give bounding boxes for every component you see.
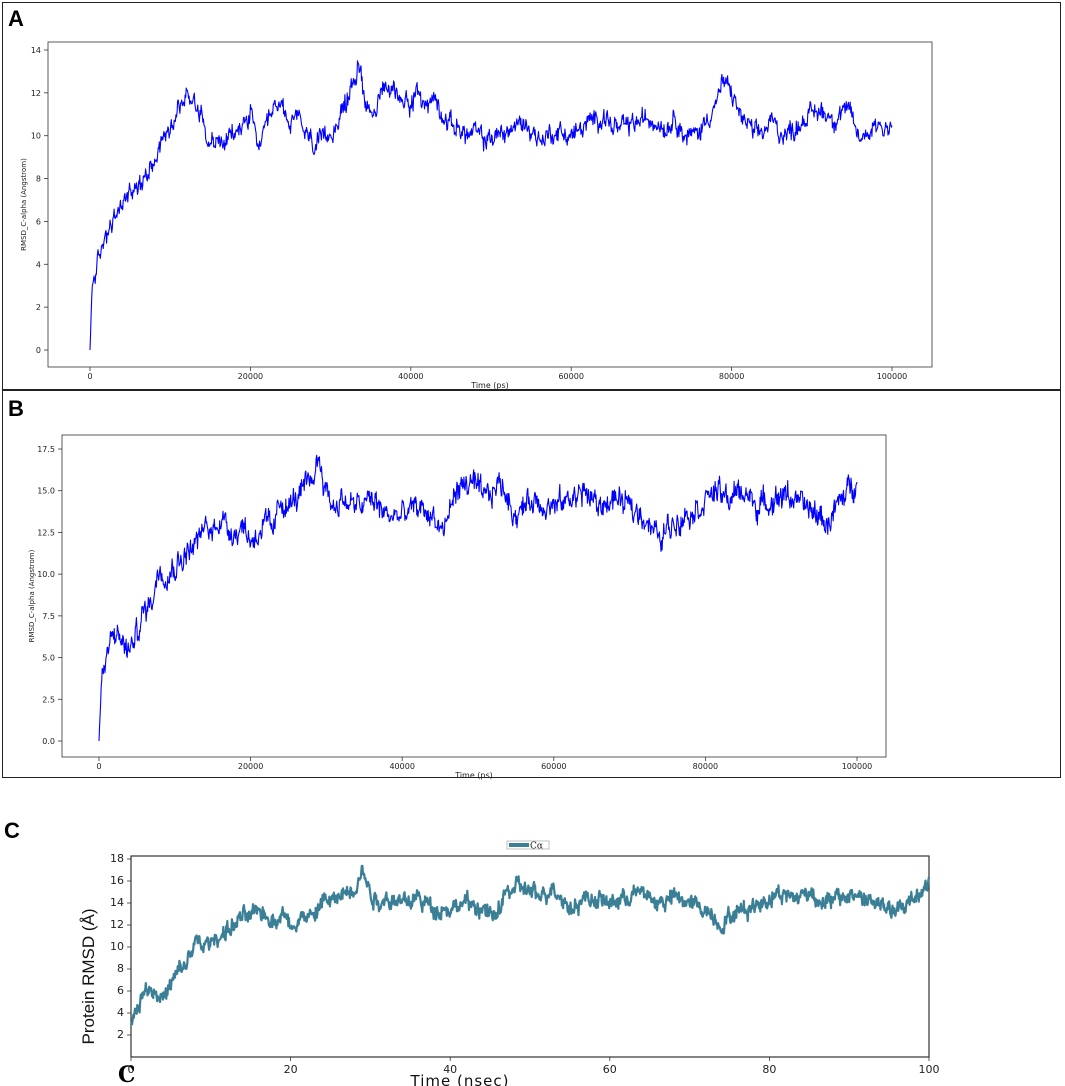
- x-tick-label: 80000: [693, 762, 718, 771]
- y-tick-label: 10: [31, 132, 41, 141]
- panel-a-frame: [2, 2, 1061, 390]
- x-tick-label: 20000: [238, 372, 263, 381]
- y-tick-label: 8: [36, 175, 41, 184]
- y-tick-label: 0.0: [42, 737, 55, 746]
- panel-c-bottom-label: C: [118, 1062, 136, 1086]
- x-tick-label: 40: [443, 1063, 457, 1076]
- plot-frame: [130, 855, 930, 1058]
- legend-swatch: [509, 843, 529, 847]
- y-tick-label: 7.5: [42, 612, 55, 621]
- y-axis-label: RMSD_C-alpha (Angstrom): [20, 158, 28, 251]
- chart-a: 0 20000 40000 60000 80000 100000 0 2 4 6 8 10 12 14 Ti…: [20, 41, 933, 390]
- y-tick-label: 10: [110, 940, 124, 953]
- y-tick-label: 12.5: [37, 528, 55, 537]
- y-tick-label: 6: [117, 984, 124, 997]
- legend-label: Cα: [530, 842, 543, 852]
- x-axis-label: Time (ps): [470, 381, 509, 390]
- y-tick-label: 16: [110, 874, 124, 887]
- y-tick-label: 17.5: [37, 445, 55, 454]
- x-axis-label: Time (nsec): [410, 1072, 510, 1086]
- chart-b: 0 20000 40000 60000 80000 100000 0.0 2.5 5.0 7.5 1…: [28, 434, 887, 780]
- x-tick-label: 100000: [877, 372, 908, 381]
- y-tick-label: 15.0: [37, 487, 55, 496]
- x-tick-label: 20000: [238, 762, 263, 771]
- y-tick-label: 6: [36, 217, 41, 226]
- plot-frame: [47, 41, 933, 368]
- series-line: [98, 454, 858, 742]
- x-tick-label: 80: [762, 1063, 776, 1076]
- y-tick-label: 8: [117, 962, 124, 975]
- x-tick-label: 100000: [842, 762, 873, 771]
- plot-frame: [61, 434, 887, 758]
- x-tick-label: 40000: [389, 762, 414, 771]
- x-tick-label: 100: [919, 1063, 940, 1076]
- x-tick-label: 60000: [558, 372, 583, 381]
- x-tick-label: 60000: [541, 762, 566, 771]
- x-tick-label: 60: [603, 1063, 617, 1076]
- x-tick-label: 0: [128, 1063, 135, 1076]
- y-tick-label: 14: [31, 46, 41, 55]
- y-tick-label: 10.0: [37, 570, 55, 579]
- x-tick-label: 20: [284, 1063, 298, 1076]
- y-tick-label: 4: [36, 260, 41, 269]
- y-tick-label: 2.5: [42, 695, 55, 704]
- panel-a-label: A: [8, 6, 24, 31]
- chart-c: 0 20 40 60 80 100 2 4 6 8 10 12 14 16 18 Time (nsec) Pro…: [79, 840, 940, 1086]
- y-tick-label: 0: [36, 346, 41, 355]
- y-axis-label: RMSD_C-alpha (Angstrom): [28, 549, 36, 642]
- y-tick-label: 12: [31, 89, 41, 98]
- x-tick-label: 80000: [719, 372, 744, 381]
- series-line: [130, 864, 931, 1026]
- panel-c-label: C: [4, 818, 20, 843]
- y-tick-label: 2: [117, 1028, 124, 1041]
- y-tick-label: 12: [110, 918, 124, 931]
- y-tick-label: 14: [110, 896, 124, 909]
- y-tick-label: 5.0: [42, 654, 55, 663]
- x-axis-label: Time (ps): [454, 771, 493, 780]
- y-axis-label: Protein RMSD (Å): [79, 908, 98, 1044]
- panel-b-frame: [2, 390, 1061, 778]
- x-tick-label: 0: [96, 762, 101, 771]
- y-tick-label: 18: [110, 852, 124, 865]
- panel-b-label: B: [8, 396, 24, 421]
- x-tick-label: 0: [87, 372, 92, 381]
- series-line: [89, 60, 893, 351]
- y-tick-label: 2: [36, 303, 41, 312]
- y-tick-label: 4: [117, 1006, 124, 1019]
- x-tick-label: 40000: [398, 372, 423, 381]
